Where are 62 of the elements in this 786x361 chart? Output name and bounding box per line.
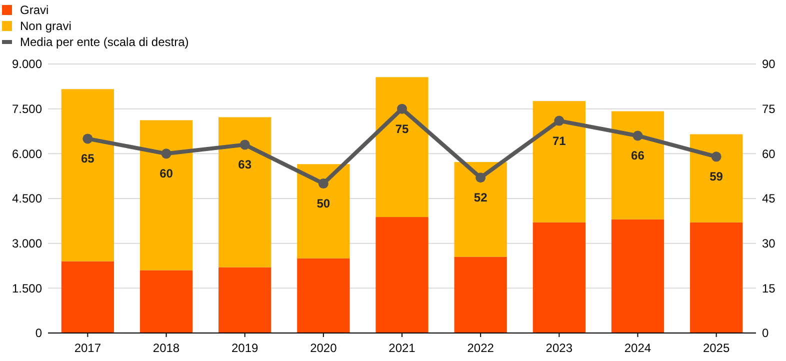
y-tick-label: 3.000 <box>12 236 42 251</box>
bar <box>61 89 114 262</box>
x-tick-label: 2023 <box>546 341 573 355</box>
bar <box>297 258 350 333</box>
bar <box>140 270 193 333</box>
data-label: 50 <box>316 196 330 211</box>
y-tick-label: 0 <box>35 326 42 340</box>
x-tick-label: 2025 <box>702 341 730 355</box>
data-label: 63 <box>238 158 252 172</box>
point <box>82 134 93 144</box>
bar <box>376 77 428 218</box>
point <box>318 178 328 189</box>
legend-label: Media per ente (scala di destra) <box>20 35 189 50</box>
y2-tick-label: 75 <box>762 102 776 116</box>
data-label: 60 <box>160 166 174 181</box>
y-tick-label: 1.500 <box>12 281 42 296</box>
y-tick-label: 9.000 <box>12 57 42 72</box>
data-label: 66 <box>631 148 645 163</box>
bar <box>376 217 428 333</box>
y2-tick-label: 45 <box>762 192 776 206</box>
bar <box>454 162 507 257</box>
point <box>397 104 407 114</box>
y-tick-label: 6.000 <box>12 146 42 161</box>
bar <box>611 111 664 220</box>
bar <box>611 219 664 333</box>
bar <box>218 117 272 268</box>
data-label: 59 <box>710 170 724 184</box>
point <box>476 172 486 183</box>
bar <box>61 261 114 333</box>
bar <box>218 267 272 333</box>
y2-tick-label: 30 <box>762 236 776 251</box>
data-label: 52 <box>474 190 488 205</box>
legend-label: Non gravi <box>20 19 72 34</box>
y-tick-label: 4.500 <box>12 192 42 206</box>
data-label: 65 <box>81 152 95 166</box>
bar <box>140 120 193 270</box>
bar <box>690 134 743 222</box>
y2-tick-label: 60 <box>762 146 776 161</box>
bar <box>532 101 586 222</box>
x-tick-label: 2022 <box>467 341 494 355</box>
point <box>632 130 643 141</box>
x-tick-label: 2024 <box>624 341 652 355</box>
data-label: 71 <box>552 134 566 148</box>
y2-tick-label: 15 <box>762 281 776 296</box>
point <box>161 148 172 159</box>
x-tick-label: 2019 <box>231 341 259 355</box>
x-tick-label: 2017 <box>74 341 102 355</box>
data-label: 75 <box>395 122 409 136</box>
point <box>711 152 722 162</box>
bar <box>690 222 743 333</box>
point <box>554 116 564 126</box>
legend-label: Gravi <box>20 3 49 18</box>
point <box>240 140 250 150</box>
y2-tick-label: 90 <box>762 57 776 72</box>
bar <box>532 222 586 333</box>
bar <box>454 256 507 333</box>
x-tick-label: 2020 <box>310 341 338 355</box>
y2-tick-label: 0 <box>762 326 769 340</box>
x-tick-label: 2021 <box>388 341 416 355</box>
x-tick-label: 2018 <box>152 341 180 355</box>
y-tick-label: 7.500 <box>12 102 42 116</box>
bar <box>297 164 350 258</box>
